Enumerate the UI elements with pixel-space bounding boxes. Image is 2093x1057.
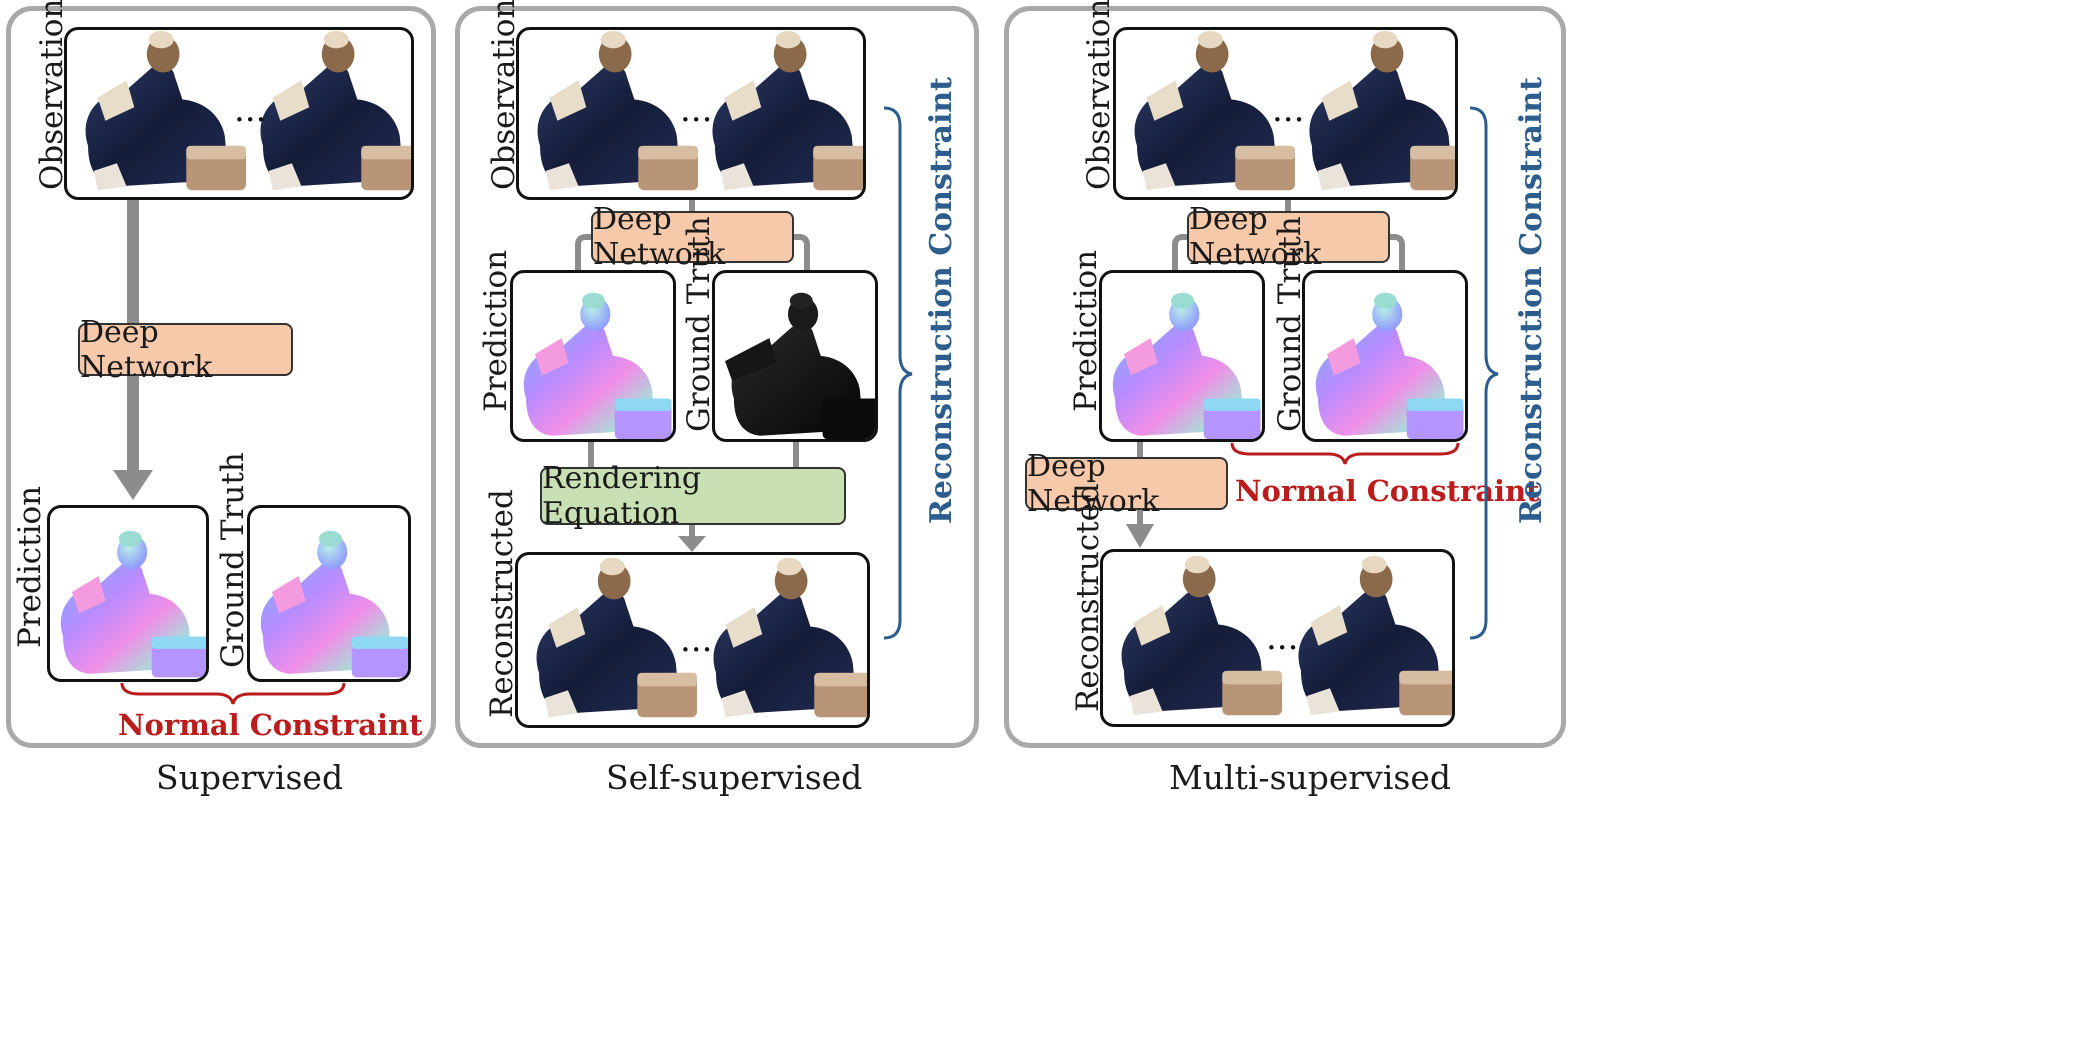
multi-observations-image <box>1113 27 1458 200</box>
self-observations-image <box>516 27 866 200</box>
multi-reconstructed-ellipsis: ... <box>1266 618 1299 658</box>
supervised-observations-ellipsis: ... <box>234 90 267 130</box>
self-prediction-image <box>510 270 676 442</box>
self-prediction-label: Prediction <box>478 249 514 412</box>
multi-deep-network-bottom: Deep Network <box>1025 449 1228 519</box>
multi-ground-truth-image <box>1302 270 1468 442</box>
supervised-normal-constraint: Normal Constraint <box>118 708 423 742</box>
supervised-caption: Supervised <box>156 758 344 797</box>
multi-deep-network-top: Deep Network <box>1187 202 1390 272</box>
multi-prediction-image <box>1099 270 1265 442</box>
multi-prediction-label: Prediction <box>1068 249 1104 412</box>
self-ground-truth-image <box>712 270 878 442</box>
self-reconstructed-label: Reconstructed <box>484 489 520 718</box>
supervised-ground-truth-image <box>247 505 411 682</box>
supervised-prediction-image <box>47 505 209 682</box>
multi-reconstruction-constraint: Reconstruction Constraint <box>1514 76 1549 524</box>
self-observations-label: Observations <box>486 0 522 190</box>
panel-self-supervised <box>455 6 979 748</box>
self-supervised-caption: Self-supervised <box>606 758 863 797</box>
multi-ground-truth-label: Ground Truth <box>1272 216 1308 432</box>
supervised-observations-label: Observations <box>34 0 70 190</box>
multi-normal-constraint: Normal Constraint <box>1235 474 1540 508</box>
self-reconstruction-constraint: Reconstruction Constraint <box>924 76 959 524</box>
panel-supervised <box>6 6 436 748</box>
panel-multi-supervised <box>1004 6 1566 748</box>
self-ground-truth-label: Ground Truth <box>681 216 717 432</box>
supervised-ground-truth-label: Ground Truth <box>215 452 251 668</box>
multi-supervised-caption: Multi-supervised <box>1169 758 1451 797</box>
supervised-deep-network: Deep Network <box>78 315 293 385</box>
supervised-observations-image <box>64 27 414 200</box>
multi-observations-label: Observations <box>1081 0 1117 190</box>
multi-reconstructed-image <box>1100 549 1455 727</box>
self-rendering-equation: Rendering Equation <box>540 461 846 531</box>
multi-observations-ellipsis: ... <box>1272 90 1305 130</box>
self-reconstructed-ellipsis: ... <box>680 620 713 660</box>
supervised-prediction-label: Prediction <box>12 485 48 648</box>
self-observations-ellipsis: ... <box>680 90 713 130</box>
multi-reconstructed-label: Reconstructed <box>1070 483 1106 712</box>
self-reconstructed-image <box>515 552 870 728</box>
